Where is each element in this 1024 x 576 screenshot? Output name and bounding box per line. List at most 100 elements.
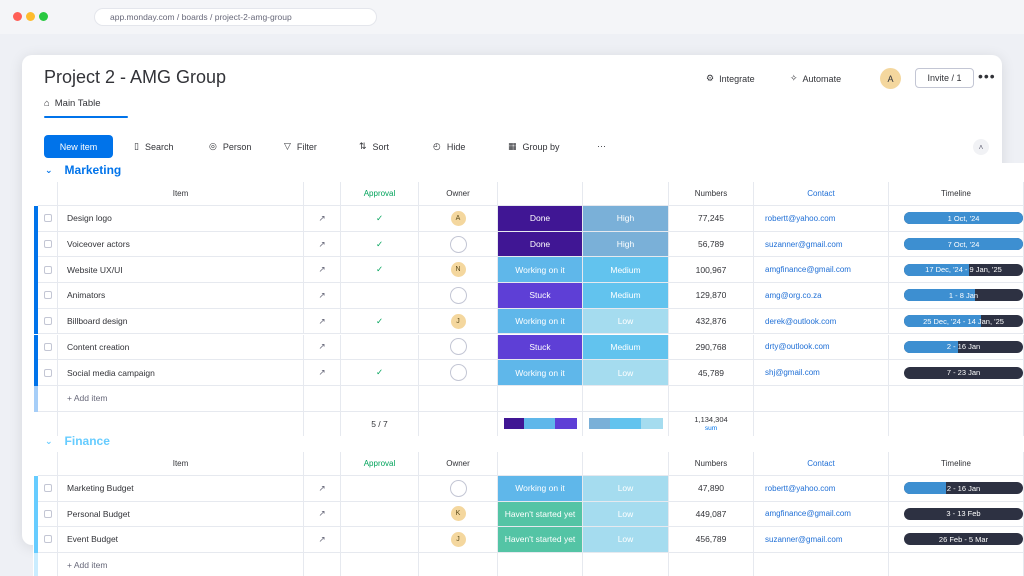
table-row[interactable]: Animators ↗ Stuck Medium 129,870 amg@org.co.z… — [34, 283, 1024, 309]
row-checkbox-cell[interactable] — [38, 334, 58, 361]
checkbox[interactable] — [43, 265, 52, 274]
priority-cell[interactable]: Low — [583, 501, 669, 527]
priority-cell[interactable]: High — [583, 206, 669, 232]
item-name[interactable]: Voiceover actors — [58, 231, 304, 258]
owner-avatar[interactable]: J — [450, 313, 466, 329]
open-item-icon[interactable]: ↗ — [304, 206, 341, 232]
contact-email[interactable]: amgfinance@gmail.com — [754, 257, 889, 284]
open-item-icon[interactable]: ↗ — [304, 308, 341, 335]
priority-cell[interactable]: Medium — [583, 334, 669, 361]
timeline-cell[interactable]: 7 - 23 Jan — [889, 360, 1024, 386]
sort-button[interactable]: ⇅ Sort — [359, 141, 389, 152]
row-checkbox-cell[interactable] — [38, 501, 58, 527]
open-item-icon[interactable]: ↗ — [304, 527, 341, 553]
owner-avatar[interactable]: J — [450, 531, 466, 547]
item-name[interactable]: Event Budget — [58, 527, 304, 553]
contact-email[interactable]: suzanner@gmail.com — [754, 231, 889, 258]
checkbox[interactable] — [43, 240, 52, 249]
empty-owner-icon[interactable] — [449, 479, 467, 497]
timeline-cell[interactable]: 1 - 8 Jan — [889, 283, 1024, 309]
tab-main-table[interactable]: ⌂ Main Table — [44, 98, 101, 109]
priority-cell[interactable]: High — [583, 231, 669, 258]
table-row[interactable]: Marketing Budget ↗ Working on it Low 47,890 r… — [34, 476, 1024, 502]
table-row[interactable]: Content creation ↗ Stuck Medium 290,768 drty@… — [34, 334, 1024, 361]
row-checkbox-cell[interactable] — [38, 231, 58, 258]
contact-email[interactable]: shj@gmail.com — [754, 360, 889, 386]
number-value[interactable]: 449,087 — [669, 501, 754, 527]
contact-email[interactable]: robertt@yahoo.com — [754, 206, 889, 232]
approval-check[interactable]: ✓ — [341, 257, 419, 284]
column-header-priority[interactable]: Priority — [583, 452, 669, 476]
open-item-icon[interactable]: ↗ — [304, 283, 341, 309]
new-item-button[interactable]: New item — [44, 135, 113, 158]
table-row[interactable]: Voiceover actors ↗ ✓ Done High 56,789 suzanner… — [34, 231, 1024, 258]
owner-cell[interactable]: J — [419, 527, 498, 553]
approval-check[interactable]: ✓ — [341, 308, 419, 335]
table-row[interactable]: Design logo ↗ ✓ A Done High 77,245 robertt@yaho… — [34, 206, 1024, 232]
minimize-window-icon[interactable] — [26, 12, 35, 21]
timeline-bar[interactable]: 2 - 16 Jan — [904, 340, 1023, 353]
approval-check[interactable] — [341, 334, 419, 361]
approval-check[interactable]: ✓ — [341, 206, 419, 232]
timeline-bar[interactable]: 25 Dec, '24 - 14 Jan, '25 — [904, 315, 1023, 328]
timeline-cell[interactable]: 1 Oct, '24 — [889, 206, 1024, 232]
timeline-bar[interactable]: 1 - 8 Jan — [904, 289, 1023, 302]
column-header-item[interactable]: Item — [58, 182, 304, 206]
item-name[interactable]: Billboard design — [58, 308, 304, 335]
timeline-bar[interactable]: 3 - 13 Feb — [904, 507, 1023, 520]
timeline-bar[interactable]: 2 - 16 Jan — [904, 482, 1023, 495]
column-header-numbers[interactable]: Numbers — [669, 452, 754, 476]
checkbox[interactable] — [43, 509, 52, 518]
empty-owner-icon[interactable] — [449, 338, 467, 356]
add-item-button[interactable]: + Add item — [58, 385, 304, 412]
timeline-bar[interactable]: 26 Feb - 5 Mar — [904, 533, 1023, 546]
status-cell[interactable]: Working on it — [498, 257, 583, 284]
number-value[interactable]: 129,870 — [669, 283, 754, 309]
number-value[interactable]: 45,789 — [669, 360, 754, 386]
item-name[interactable]: Personal Budget — [58, 501, 304, 527]
avatar[interactable]: A — [880, 68, 901, 89]
column-header-numbers[interactable]: Numbers — [669, 182, 754, 206]
status-cell[interactable]: Stuck — [498, 334, 583, 361]
row-checkbox-cell[interactable] — [38, 257, 58, 284]
number-value[interactable]: 290,768 — [669, 334, 754, 361]
item-name[interactable]: Content creation — [58, 334, 304, 361]
approval-check[interactable] — [341, 501, 419, 527]
open-item-icon[interactable]: ↗ — [304, 257, 341, 284]
status-cell[interactable]: Stuck — [498, 283, 583, 309]
column-header-timeline[interactable]: Timeline — [889, 452, 1024, 476]
approval-check[interactable]: ✓ — [341, 231, 419, 258]
maximize-window-icon[interactable] — [39, 12, 48, 21]
status-cell[interactable]: Working on it — [498, 476, 583, 502]
empty-owner-icon[interactable] — [449, 286, 467, 304]
open-item-icon[interactable]: ↗ — [304, 334, 341, 361]
owner-cell[interactable]: N — [419, 257, 498, 284]
status-cell[interactable]: Haven't started yet — [498, 527, 583, 553]
hide-button[interactable]: ◴ Hide — [433, 141, 465, 152]
timeline-bar[interactable]: 7 - 23 Jan — [904, 366, 1023, 379]
address-bar[interactable]: app.monday.com / boards / project-2-amg-… — [94, 8, 377, 26]
more-options-icon[interactable]: ••• — [978, 68, 996, 84]
priority-cell[interactable]: Medium — [583, 283, 669, 309]
number-value[interactable]: 47,890 — [669, 476, 754, 502]
checkbox[interactable] — [43, 317, 52, 326]
search-button[interactable]: ▯ Search — [134, 141, 173, 152]
column-header-status[interactable]: Status — [498, 452, 583, 476]
group-by-button[interactable]: ▦ Group by — [508, 141, 560, 152]
owner-cell[interactable]: K — [419, 501, 498, 527]
empty-owner-icon[interactable] — [449, 364, 467, 382]
status-cell[interactable]: Done — [498, 206, 583, 232]
add-item-row[interactable]: + Add item — [34, 552, 1024, 576]
owner-cell[interactable] — [419, 334, 498, 361]
open-item-icon[interactable]: ↗ — [304, 231, 341, 258]
number-value[interactable]: 456,789 — [669, 527, 754, 553]
contact-email[interactable]: amgfinance@gmail.com — [754, 501, 889, 527]
table-row[interactable]: Social media campaign ↗ ✓ Working on it Low 4… — [34, 360, 1024, 386]
item-name[interactable]: Social media campaign — [58, 360, 304, 386]
number-value[interactable]: 432,876 — [669, 308, 754, 335]
timeline-bar[interactable]: 1 Oct, '24 — [904, 212, 1023, 225]
timeline-cell[interactable]: 2 - 16 Jan — [889, 334, 1024, 361]
owner-cell[interactable]: A — [419, 206, 498, 232]
group-header-finance[interactable]: ⌄ Finance — [45, 434, 110, 448]
table-row[interactable]: Website UX/UI ↗ ✓ N Working on it Medium 100,9… — [34, 257, 1024, 284]
